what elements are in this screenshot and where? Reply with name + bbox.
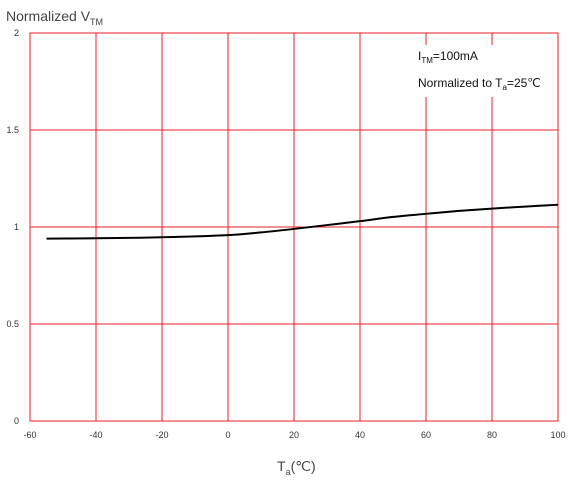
chart-title: Normalized VTM [6, 8, 103, 27]
y-tick-label-0: 0 [14, 416, 19, 426]
chart-title-base: Normalized V [6, 8, 91, 24]
x-axis-label: Ta(℃) [277, 458, 316, 477]
x-tick-label-2: -20 [155, 430, 168, 440]
annotation-background [414, 45, 554, 97]
chart-title-subscript: TM [90, 17, 103, 27]
annotation-test-current-base: I [418, 49, 421, 63]
y-tick-label-1: 0.5 [6, 319, 19, 329]
y-tick-label-3: 1.5 [6, 125, 19, 135]
x-axis-label-base: T [277, 458, 286, 474]
annotation-normalization-base: Normalized to T [418, 76, 503, 90]
x-axis-label-subscript: a [286, 467, 291, 477]
x-tick-label-0: -60 [23, 430, 36, 440]
x-axis-label-unit: (℃) [291, 458, 316, 474]
y-tick-label-4: 2 [14, 28, 19, 38]
x-tick-label-1: -40 [89, 430, 102, 440]
annotation-test-current: ITM=100mA [418, 49, 478, 65]
x-tick-label-6: 60 [421, 430, 431, 440]
annotation-normalization: Normalized to Ta=25℃ [418, 76, 541, 92]
annotation-test-current-subscript: TM [421, 56, 433, 65]
annotation-normalization-subscript: a [502, 83, 507, 92]
tick-labels: -60 -40 -20 0 20 40 60 80 100 0 0.5 1 1.5 2 [6, 28, 565, 440]
x-tick-label-7: 80 [487, 430, 497, 440]
annotation-normalization-value: =25℃ [507, 76, 541, 90]
annotation-test-current-value: =100mA [433, 49, 478, 63]
x-tick-label-3: 0 [225, 430, 230, 440]
x-tick-label-4: 20 [289, 430, 299, 440]
series-line-normalized-vtm [46, 203, 559, 240]
x-tick-label-8: 100 [550, 430, 565, 440]
y-tick-label-2: 1 [14, 222, 19, 232]
x-tick-label-5: 40 [355, 430, 365, 440]
plot-area-border [29, 32, 559, 422]
